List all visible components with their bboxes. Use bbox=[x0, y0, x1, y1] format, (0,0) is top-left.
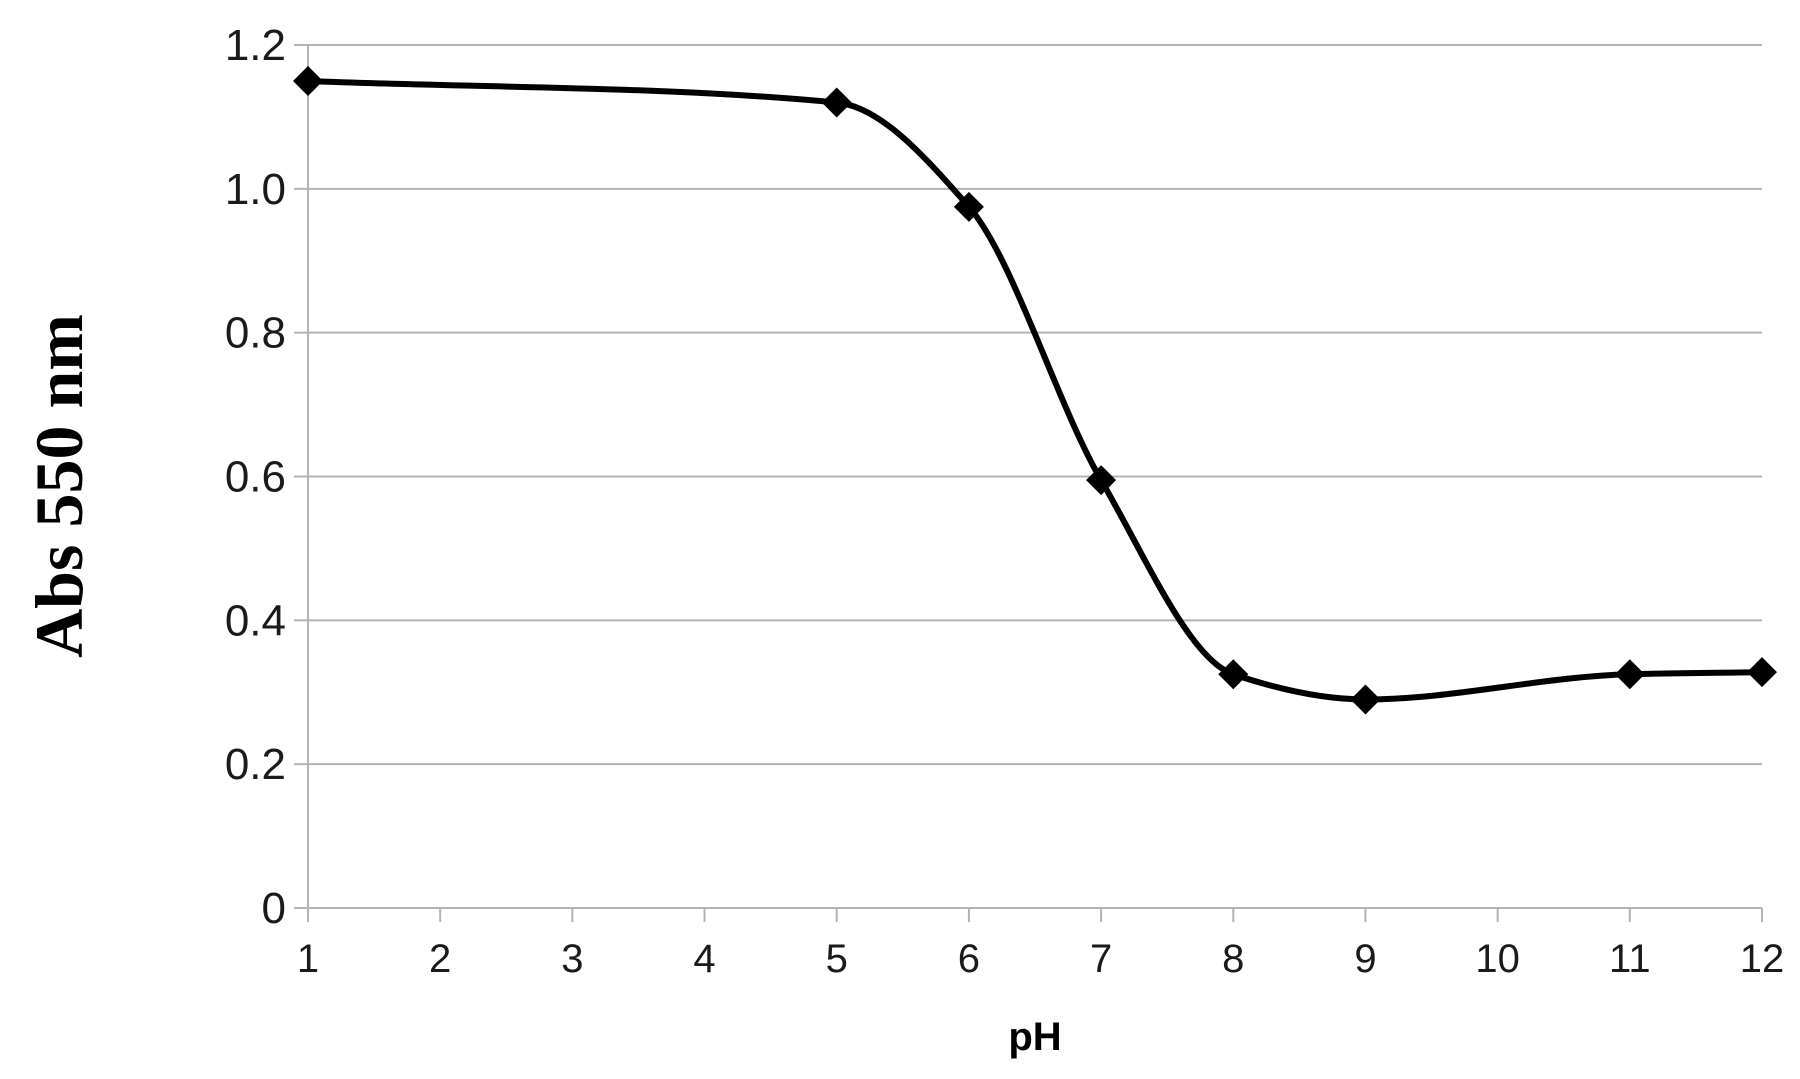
grid-lines bbox=[308, 44, 1762, 766]
data-point-marker bbox=[1086, 465, 1117, 496]
x-tick-label: 4 bbox=[693, 937, 715, 981]
x-tick-label: 12 bbox=[1740, 937, 1785, 981]
data-point-marker bbox=[1350, 684, 1381, 715]
y-tick-label: 0.6 bbox=[225, 453, 286, 502]
y-tick-label: 1.2 bbox=[225, 21, 286, 70]
x-axis-label: pH bbox=[1008, 1015, 1061, 1059]
x-tick-label: 2 bbox=[429, 937, 451, 981]
series-line bbox=[305, 77, 1765, 703]
y-axis-label: Abs 550 nm bbox=[21, 314, 97, 658]
y-tick-label: 0.8 bbox=[225, 309, 286, 358]
x-tick-labels: 1 2 3 4 5 6 7 8 9 10 11 12 bbox=[297, 937, 1784, 981]
x-tick-label: 8 bbox=[1222, 937, 1244, 981]
data-point-marker bbox=[1747, 657, 1777, 688]
x-tick-label: 5 bbox=[826, 937, 848, 981]
y-tick-label: 0 bbox=[262, 884, 286, 933]
x-tick-label: 3 bbox=[561, 937, 583, 981]
axes bbox=[294, 44, 1763, 922]
data-point-marker bbox=[821, 87, 852, 118]
x-tick-label: 9 bbox=[1354, 937, 1376, 981]
y-tick-labels: 0 0.2 0.4 0.6 0.8 1.0 1.2 bbox=[225, 21, 286, 933]
y-tick-label: 0.4 bbox=[225, 596, 286, 645]
y-tick-label: 0.2 bbox=[225, 740, 286, 789]
x-tick-label: 1 bbox=[297, 937, 319, 981]
data-point-marker bbox=[1614, 659, 1645, 690]
y-tick-label: 1.0 bbox=[225, 165, 286, 214]
x-tick-label: 7 bbox=[1090, 937, 1112, 981]
series-markers bbox=[293, 65, 1777, 715]
x-tick-label: 10 bbox=[1475, 937, 1520, 981]
data-point-marker bbox=[953, 191, 984, 222]
data-point-marker bbox=[293, 65, 323, 96]
x-tick-label: 6 bbox=[958, 937, 980, 981]
x-tick-label: 11 bbox=[1609, 937, 1651, 981]
data-point-marker bbox=[1218, 659, 1249, 690]
